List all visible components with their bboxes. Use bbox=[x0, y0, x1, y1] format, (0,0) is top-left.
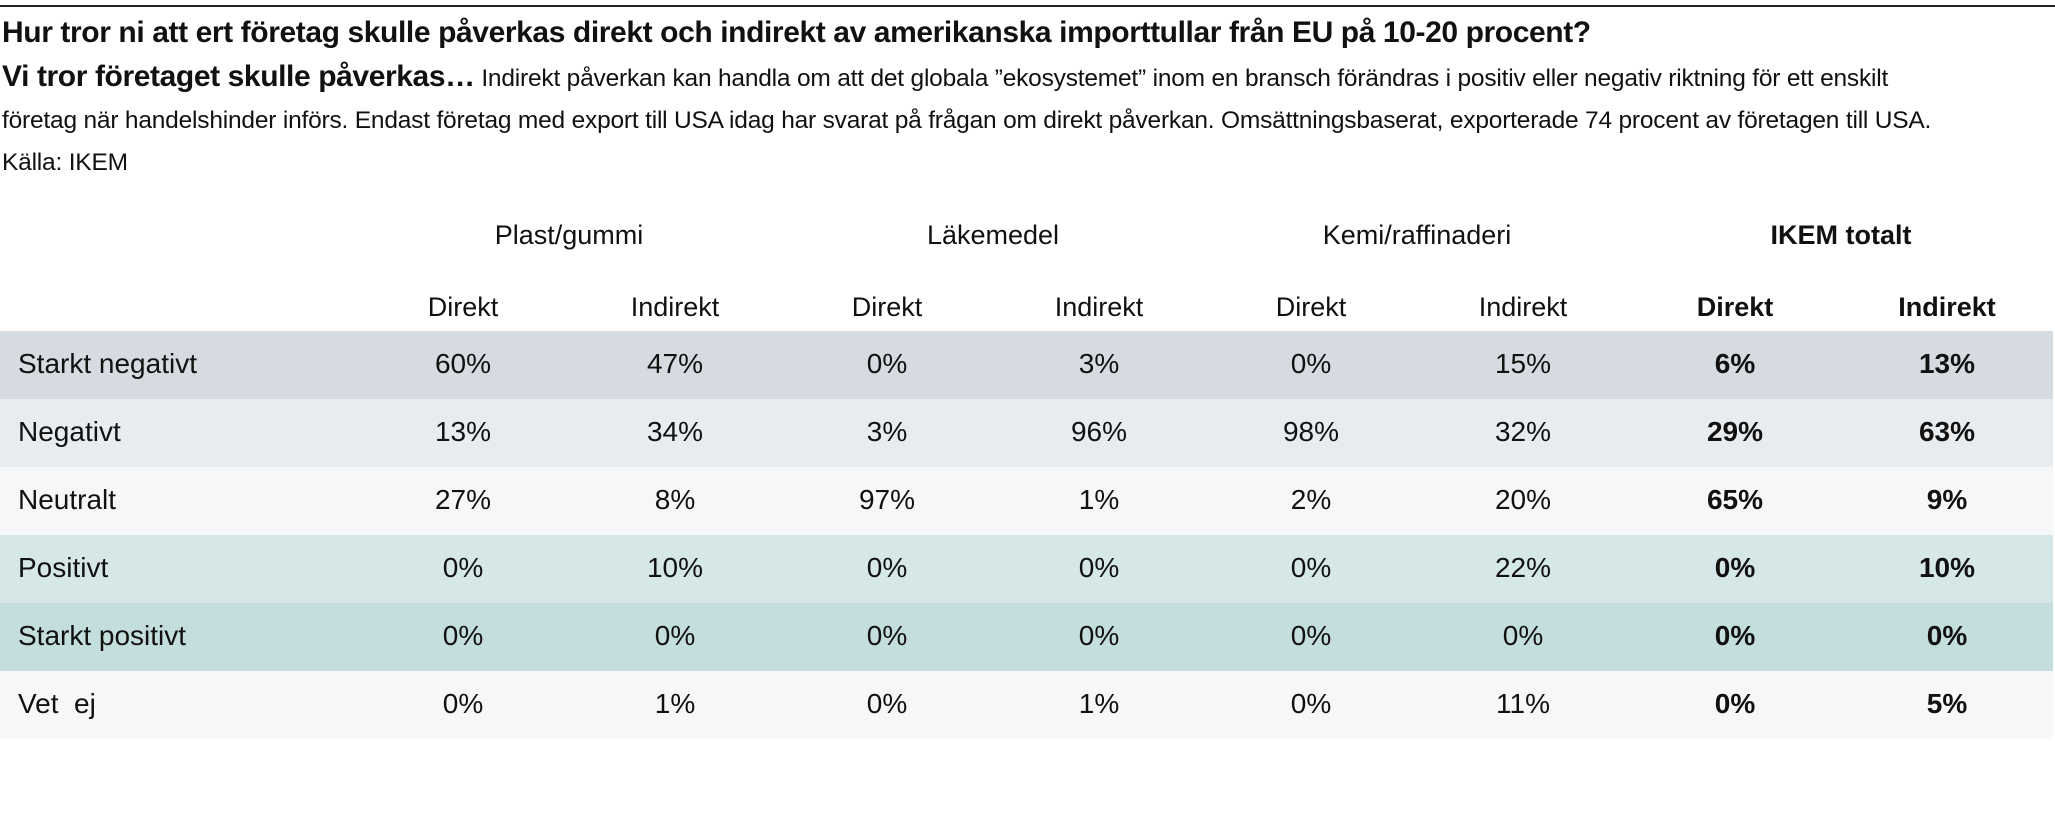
table-row: Negativt 13% 34% 3% 96% 98% 32% 29% 63% bbox=[0, 399, 2053, 467]
table-cell: 96% bbox=[1070, 416, 1128, 447]
table-row: Neutralt 27% 8% 97% 1% 2% 20% 65% 9% bbox=[0, 467, 2053, 535]
data-table: Plast/gummi Läkemedel Kemi/raffinaderi IKEM… bbox=[0, 200, 2053, 739]
subcolumn-header: Indirekt bbox=[630, 292, 720, 322]
table-cell: 34% bbox=[646, 416, 704, 447]
row-label: Negativt bbox=[18, 416, 121, 447]
table-cell: 0% bbox=[442, 620, 484, 651]
subcolumn-header: Direkt bbox=[427, 292, 499, 322]
table-cell: 0% bbox=[1290, 620, 1332, 651]
table-cell: 5% bbox=[1926, 688, 1968, 719]
table-cell: 15% bbox=[1494, 348, 1552, 379]
subcolumn-header: Indirekt bbox=[1054, 292, 1144, 322]
table-cell: 97% bbox=[858, 484, 916, 515]
row-label: Positivt bbox=[18, 552, 109, 583]
table-cell: 0% bbox=[1290, 348, 1332, 379]
table-cell: 1% bbox=[654, 688, 696, 719]
table-cell: 1% bbox=[1078, 484, 1120, 515]
table-cell: 0% bbox=[1078, 552, 1120, 583]
table-row: Starkt negativt 60% 47% 0% 3% 0% 15% 6% 13% bbox=[0, 331, 2053, 399]
table-cell: 0% bbox=[1714, 620, 1756, 651]
table-cell: 10% bbox=[1918, 552, 1976, 583]
table-cell: 3% bbox=[866, 416, 908, 447]
table-cell: 0% bbox=[1290, 552, 1332, 583]
table-cell: 0% bbox=[1714, 552, 1756, 583]
table-cell: 13% bbox=[434, 416, 492, 447]
table-cell: 10% bbox=[646, 552, 704, 583]
table-cell: 13% bbox=[1918, 348, 1976, 379]
table-cell: 0% bbox=[442, 688, 484, 719]
table-cell: 32% bbox=[1494, 416, 1552, 447]
table-cell: 60% bbox=[434, 348, 492, 379]
subcolumn-header: Direkt bbox=[1696, 292, 1774, 322]
table-cell: 65% bbox=[1706, 484, 1764, 515]
row-label: Vet ej bbox=[18, 688, 96, 719]
table-cell: 0% bbox=[1926, 620, 1968, 651]
table-cell: 0% bbox=[1714, 688, 1756, 719]
table-cell: 0% bbox=[442, 552, 484, 583]
table-cell: 2% bbox=[1290, 484, 1332, 515]
table-cell: 0% bbox=[1290, 688, 1332, 719]
table-cell: 8% bbox=[654, 484, 696, 515]
table-cell: 0% bbox=[866, 688, 908, 719]
subcolumn-header: Direkt bbox=[851, 292, 923, 322]
row-label: Starkt positivt bbox=[18, 620, 187, 651]
chart-subtitle: Vi tror företaget skulle påverkas… bbox=[2, 60, 475, 93]
table-cell: 0% bbox=[654, 620, 696, 651]
table-row: Vet ej 0% 1% 0% 1% 0% 11% 0% 5% bbox=[0, 671, 2053, 739]
group-header: IKEM totalt bbox=[1770, 220, 1912, 250]
table-row: Positivt 0% 10% 0% 0% 0% 22% 0% 10% bbox=[0, 535, 2053, 603]
subcolumn-header: Indirekt bbox=[1898, 292, 1996, 322]
table-cell: 22% bbox=[1494, 552, 1552, 583]
table-cell: 0% bbox=[866, 620, 908, 651]
row-label: Starkt negativt bbox=[18, 348, 197, 379]
table-cell: 3% bbox=[1078, 348, 1120, 379]
subcolumn-header-row: Direkt Indirekt Direkt Indirekt Direkt Indire… bbox=[0, 270, 2053, 331]
group-header: Kemi/raffinaderi bbox=[1322, 220, 1512, 250]
table-cell: 0% bbox=[866, 348, 908, 379]
table-cell: 1% bbox=[1078, 688, 1120, 719]
table-cell: 63% bbox=[1918, 416, 1976, 447]
group-header: Plast/gummi bbox=[494, 220, 644, 250]
chart-title: Hur tror ni att ert företag skulle påver… bbox=[2, 16, 1591, 49]
top-rule bbox=[0, 5, 2055, 7]
row-label: Neutralt bbox=[18, 484, 117, 515]
table-cell: 0% bbox=[1078, 620, 1120, 651]
subcolumn-header: Direkt bbox=[1275, 292, 1347, 322]
table-cell: 29% bbox=[1706, 416, 1764, 447]
table-cell: 0% bbox=[1502, 620, 1544, 651]
group-header: Läkemedel bbox=[926, 220, 1060, 250]
table-cell: 47% bbox=[646, 348, 704, 379]
table-cell: 6% bbox=[1714, 348, 1756, 379]
table-cell: 27% bbox=[434, 484, 492, 515]
table-cell: 20% bbox=[1494, 484, 1552, 515]
subcolumn-header: Indirekt bbox=[1478, 292, 1568, 322]
table-cell: 98% bbox=[1282, 416, 1340, 447]
group-header-row: Plast/gummi Läkemedel Kemi/raffinaderi IKEM… bbox=[0, 200, 2053, 270]
table-row: Starkt positivt 0% 0% 0% 0% 0% 0% 0% 0% bbox=[0, 603, 2053, 671]
table-body: Starkt negativt 60% 47% 0% 3% 0% 15% 6% 13% Negat… bbox=[0, 331, 2053, 739]
table-cell: 11% bbox=[1496, 688, 1550, 719]
table-cell: 9% bbox=[1926, 484, 1968, 515]
table-cell: 0% bbox=[866, 552, 908, 583]
chart-description: Vi tror företaget skulle påverkas… Indir… bbox=[2, 56, 1962, 184]
description-text: Indirekt påverkan kan handla om att det … bbox=[2, 65, 1932, 176]
